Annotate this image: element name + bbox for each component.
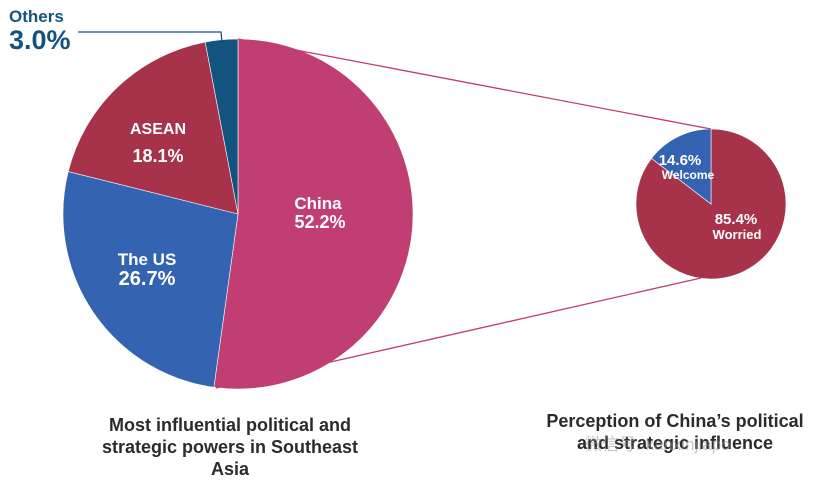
others-pct: 3.0%	[9, 25, 71, 55]
us-pct: 26.7%	[119, 268, 176, 290]
others-leader-line	[78, 31, 223, 43]
pie-slice-the-us	[62, 171, 239, 388]
watermark: 微信号: kanxinjiapo	[585, 435, 731, 454]
worried-pct: 85.4%	[715, 211, 758, 228]
caption-line: Perception of China’s political	[546, 411, 804, 431]
others-callout: Others 3.0%	[9, 7, 71, 55]
caption-line: and strategic influence	[576, 433, 774, 453]
connector-line-top	[237, 38, 712, 130]
welcome-label: Welcome	[662, 168, 715, 182]
worried-label: Worried	[713, 227, 762, 242]
main-pie-caption: Most influential political and strategic…	[70, 414, 390, 480]
caption-line: Asia	[210, 459, 250, 479]
caption-line: Most influential political and	[108, 415, 351, 435]
small-pie-caption: Perception of China’s political and stra…	[525, 410, 825, 454]
china-label: China	[294, 194, 342, 213]
us-label: The US	[118, 250, 177, 269]
asean-label: ASEAN	[130, 121, 186, 138]
connector-line-bottom	[215, 277, 702, 389]
caption-line: strategic powers in Southeast	[101, 437, 359, 457]
china-pct: 52.2%	[294, 212, 345, 232]
pie-slice-china	[213, 38, 414, 390]
others-label: Others	[9, 7, 64, 26]
pie-slice-asean	[67, 41, 239, 215]
asean-pct: 18.1%	[132, 146, 183, 166]
small-pie	[635, 128, 787, 280]
welcome-pct: 14.6%	[659, 152, 702, 169]
main-pie	[62, 38, 414, 390]
